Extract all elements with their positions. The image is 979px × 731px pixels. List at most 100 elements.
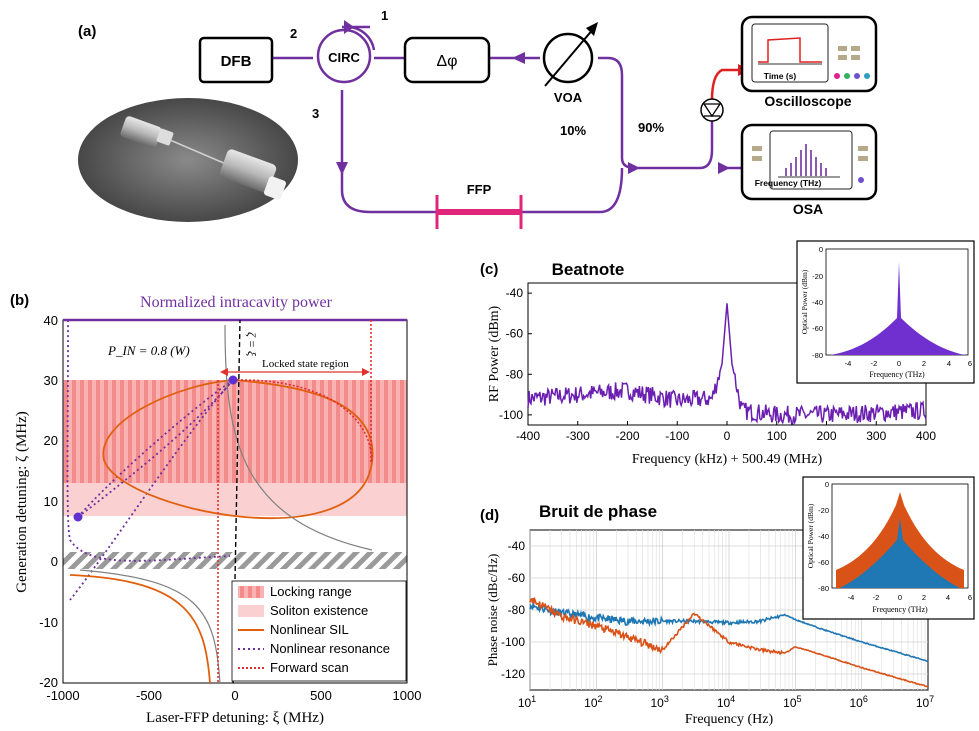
c-xtick: 300 (866, 429, 886, 443)
panel-c-xticks: -400 -300 -200 -100 0 100 200 300 400 (516, 421, 936, 443)
panel-b-legend: Locking range Soliton existence Nonlinea… (231, 580, 407, 682)
voa-arrow-head (586, 22, 598, 36)
panel-d-yticks: -40 -60 -80 -100 -120 (501, 539, 525, 681)
beatnote-trace (527, 303, 927, 426)
d-inset-ytick: -20 (818, 506, 829, 515)
ffp-photo (78, 98, 298, 222)
panel-c-label: (c) (480, 261, 498, 278)
c-inset-xtick: 0 (897, 359, 901, 368)
osa-label: OSA (793, 201, 823, 217)
phase-label: Δφ (436, 53, 457, 70)
d-xtick: 102 (584, 694, 602, 710)
flow-arrows (336, 20, 730, 175)
port-3: 3 (312, 106, 319, 121)
osa: Frequency (THz) (740, 123, 878, 201)
panel-c: (c) Beatnote -400 -300 -200 -100 0 100 200 300 4… (480, 240, 975, 467)
split-90: 90% (638, 120, 664, 135)
c-inset-xtick: 6 (968, 359, 972, 368)
panel-c-xlabel: Frequency (kHz) + 500.49 (MHz) (632, 452, 823, 467)
pin-label: P_IN = 0.8 (W) (107, 343, 190, 358)
b-ytick: -10 (39, 615, 58, 630)
d-ytick: -80 (508, 603, 526, 617)
c-inset-xlabel: Frequency (THz) (869, 370, 925, 379)
locked-point (228, 375, 238, 385)
panel-b-ylabel: Generation detuning: ζ (MHz) (14, 411, 30, 593)
panel-a-label: (a) (78, 23, 96, 40)
panel-d-xlabel: Frequency (Hz) (685, 712, 774, 727)
c-xtick: -400 (516, 429, 540, 443)
d-inset-ytick: -80 (818, 584, 829, 593)
b-ytick: 10 (44, 494, 58, 509)
oscilloscope: Time (s) (740, 15, 878, 93)
c-inset-ylabel: Optical Power (dBm) (800, 269, 809, 334)
scope-axis-label: Time (s) (764, 71, 797, 81)
panel-d-label: (d) (480, 507, 499, 524)
c-ytick: -100 (499, 408, 523, 422)
b-xtick: 0 (231, 688, 238, 703)
d-xtick: 104 (717, 694, 735, 710)
legend-nonlinear-sil: Nonlinear SIL (270, 622, 349, 637)
c-xtick: 100 (767, 429, 787, 443)
panel-b-yticks: 40 30 20 10 0 -10 -20 (39, 313, 58, 690)
c-xtick: -100 (665, 429, 689, 443)
legend-locking-range: Locking range (270, 584, 352, 599)
split-10: 10% (560, 123, 586, 138)
d-inset-xtick: 6 (968, 593, 972, 602)
panel-a: (a) (78, 8, 878, 229)
d-xtick: 101 (518, 694, 536, 710)
phase-noise-blue-trace (529, 602, 929, 663)
c-inset-ytick: -40 (812, 298, 823, 307)
b-ytick: -20 (39, 675, 58, 690)
panel-d-title: Bruit de phase (539, 502, 657, 521)
c-xtick: 0 (724, 429, 731, 443)
voa-label: VOA (554, 90, 583, 105)
d-inset-xtick: 0 (898, 593, 902, 602)
dfb-label: DFB (221, 53, 252, 70)
ffp-label: FFP (467, 182, 492, 197)
c-inset-xtick: -2 (871, 359, 878, 368)
panel-c-yticks: -40 -60 -80 -100 (499, 286, 532, 422)
b-ytick: 20 (44, 433, 58, 448)
legend-soliton-existence: Soliton existence (270, 603, 368, 618)
b-ytick: 40 (44, 313, 58, 328)
d-xtick: 105 (783, 694, 801, 710)
d-ytick: -40 (508, 539, 526, 553)
oscilloscope-label: Oscilloscope (764, 93, 851, 109)
c-inset-ytick: -20 (812, 272, 823, 281)
b-ytick: 30 (44, 373, 58, 388)
panel-d-inset: -4 -2 0 2 4 6 0 -20 -40 -60 -80 Frequenc… (802, 476, 975, 620)
circ-label: CIRC (328, 50, 360, 65)
c-inset-xtick: 4 (947, 359, 951, 368)
photodiode-icon (700, 98, 724, 122)
start-point (73, 512, 83, 522)
locked-region-label: Locked state region (262, 358, 349, 370)
d-xtick: 106 (849, 694, 867, 710)
panel-c-ylabel: RF Power (dBm) (487, 305, 502, 402)
d-inset-xtick: 2 (922, 593, 926, 602)
dfb-box (198, 36, 274, 84)
panel-c-inset: -4 -2 0 2 4 6 0 -20 -40 -60 -80 Frequenc… (796, 240, 975, 384)
d-ytick: -100 (501, 635, 525, 649)
c-inset-ytick: 0 (819, 245, 823, 254)
d-inset-ytick: 0 (825, 480, 829, 489)
port-2: 2 (290, 26, 297, 41)
d-inset-xlabel: Frequency (THz) (872, 605, 928, 614)
c-xtick: 400 (916, 429, 936, 443)
d-inset-xtick: 4 (946, 593, 950, 602)
panel-b-xlabel: Laser-FFP detuning: ξ (MHz) (146, 710, 324, 726)
c-xtick: -200 (615, 429, 639, 443)
c-ytick: -60 (506, 327, 524, 341)
c-inset-xtick: -4 (845, 359, 852, 368)
c-inset-xtick: 2 (922, 359, 926, 368)
zeta-xi-label: ζ = ξ (245, 332, 259, 357)
legend-forward-scan: Forward scan (270, 660, 349, 675)
voa-arrow-line (544, 27, 595, 87)
b-ytick: 0 (51, 554, 58, 569)
c-inset-ytick: -60 (812, 324, 823, 333)
d-inset-ylabel: Optical Power (dBm) (806, 503, 815, 568)
d-inset-xtick: -4 (848, 593, 855, 602)
legend-nonlinear-resonance: Nonlinear resonance (270, 641, 390, 656)
d-ytick: -120 (501, 667, 525, 681)
panel-d-xticks: 101 102 103 104 105 106 107 (518, 694, 934, 710)
